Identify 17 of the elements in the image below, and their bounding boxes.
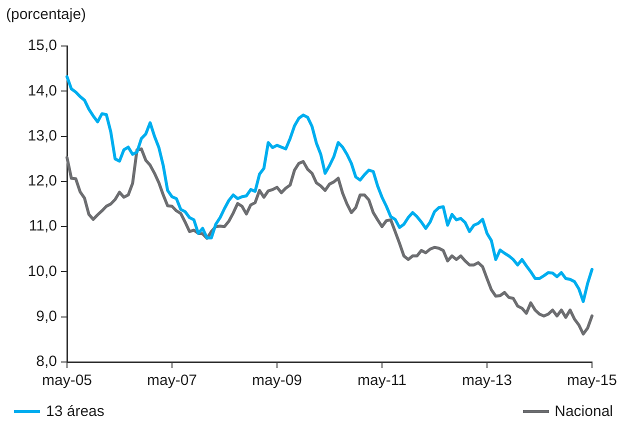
x-tick-label: may-07: [146, 372, 198, 390]
legend-label: 13 áreas: [46, 403, 104, 420]
y-axis-title: (porcentaje): [6, 6, 86, 23]
y-tick-label: 10,0: [28, 262, 57, 280]
legend-label: Nacional: [554, 403, 613, 420]
y-tick-label: 12,0: [28, 172, 57, 190]
y-tick-label: 15,0: [28, 37, 57, 54]
y-tick-label: 8,0: [36, 353, 57, 370]
y-tick-label: 11,0: [28, 218, 57, 235]
x-tick-label: may-15: [566, 372, 618, 390]
x-tick-label: may-13: [462, 372, 512, 390]
y-tick-label: 14,0: [28, 82, 57, 100]
x-tick-label: may-05: [42, 372, 92, 390]
y-tick-label: 9,0: [36, 308, 57, 325]
x-tick-label: may-11: [358, 372, 406, 390]
y-tick-label: 13,0: [28, 127, 57, 144]
x-tick-label: may-09: [252, 372, 302, 390]
